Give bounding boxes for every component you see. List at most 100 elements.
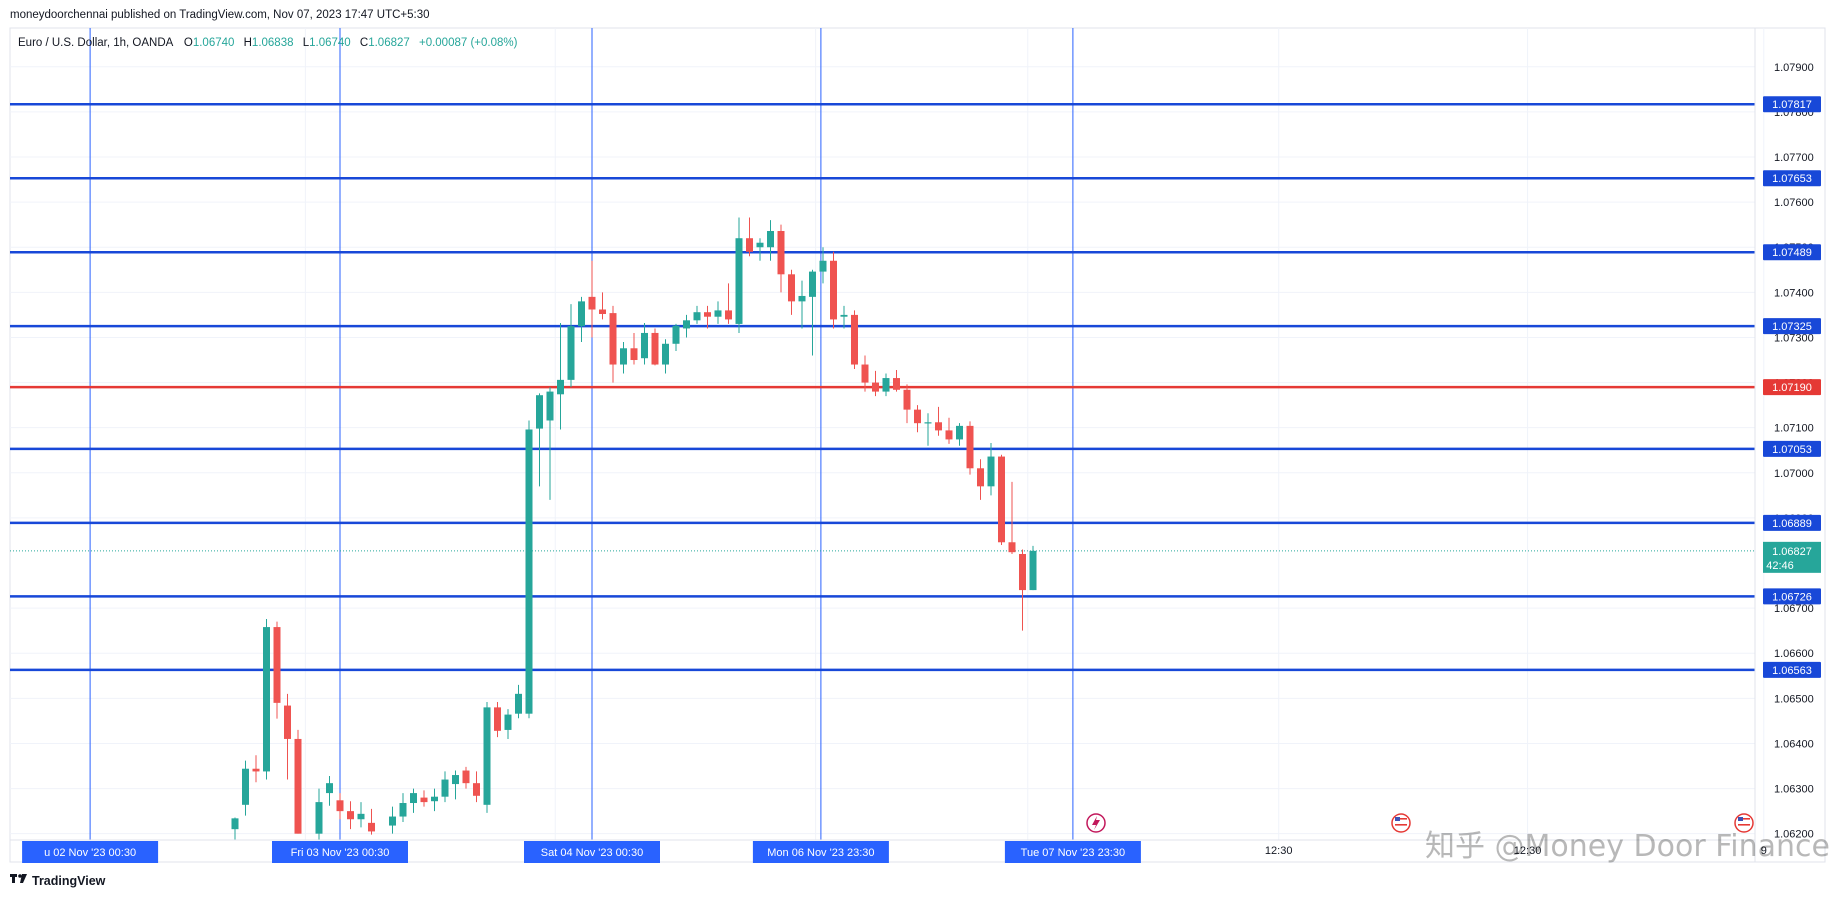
level-badge[interactable] <box>1763 318 1821 335</box>
tradingview-logo[interactable]: TradingView <box>10 874 106 888</box>
candle-body <box>399 803 407 817</box>
candle-body <box>284 705 291 739</box>
us-flag-ring <box>1391 813 1411 833</box>
candle-body <box>546 391 554 421</box>
price-tick-label: 1.06200 <box>1774 829 1814 841</box>
event-bolt-glyph <box>1092 816 1100 830</box>
chart-frame <box>9 27 1826 863</box>
level-badge[interactable] <box>1763 244 1821 261</box>
candle-body <box>1019 553 1026 591</box>
legend-symbol: Euro / U.S. Dollar, 1h, OANDA <box>18 37 174 49</box>
published-text: moneydoorchennai published on TradingVie… <box>10 9 430 21</box>
candles <box>231 217 1037 840</box>
watermark-text: 知乎 @Money Door Finance <box>1425 829 1830 864</box>
candle-body <box>431 796 438 802</box>
legend-change: +0.00087 (+0.08%) <box>419 37 518 49</box>
time-marker-label: Mon 06 Nov '23 23:30 <box>767 847 874 859</box>
candle-body <box>578 301 585 327</box>
time-marker-badge[interactable] <box>524 841 660 863</box>
candle-body <box>998 456 1005 543</box>
time-tick-label: 12:30 <box>1265 845 1293 857</box>
candle-body <box>273 627 281 703</box>
price-tick-label: 1.07400 <box>1774 287 1814 299</box>
price-tick-label: 1.07900 <box>1774 62 1814 74</box>
level-badge[interactable] <box>1763 514 1821 531</box>
candle-body <box>767 231 774 248</box>
level-badge[interactable] <box>1763 440 1821 457</box>
us-flag-stripe <box>1395 818 1407 820</box>
level-badge[interactable] <box>1763 170 1821 187</box>
candle-body <box>809 271 816 297</box>
candle-body <box>651 332 659 365</box>
candle-body <box>326 783 333 794</box>
level-badge[interactable] <box>1763 588 1821 605</box>
time-marker-badge[interactable] <box>752 841 889 863</box>
tradingview-brand-text: TradingView <box>32 874 106 888</box>
time-tick-label: 9 <box>1761 845 1767 857</box>
candle-body <box>840 314 848 317</box>
price-axis[interactable]: 1.079001.078001.077001.076001.075001.074… <box>1754 28 1821 862</box>
candle-body <box>882 378 890 392</box>
candle-body <box>966 425 974 469</box>
candle-body <box>462 770 470 784</box>
level-badge-label: 1.06563 <box>1772 665 1812 677</box>
level-badge[interactable] <box>1763 661 1821 678</box>
price-tick-label: 1.06300 <box>1774 784 1814 796</box>
candle-body <box>756 242 764 248</box>
candle-body <box>525 429 533 714</box>
us-flag-canton <box>1395 817 1400 821</box>
candle-body <box>914 409 921 424</box>
price-tick-label: 1.06500 <box>1774 693 1814 705</box>
candle-body <box>567 326 575 380</box>
price-tick-label: 1.06700 <box>1774 603 1814 615</box>
candle-body <box>851 314 858 365</box>
legend-o-value: 1.06740 <box>193 37 235 49</box>
level-badge-label: 1.07489 <box>1772 247 1812 259</box>
candle-body <box>452 775 459 785</box>
candle-body <box>662 343 669 365</box>
price-tick-label: 1.07700 <box>1774 152 1814 164</box>
last-price-badge[interactable] <box>1763 541 1821 573</box>
time-marker-badge[interactable] <box>1004 841 1141 863</box>
candle-body <box>599 309 606 315</box>
candle-body <box>945 430 953 440</box>
candle-body <box>956 425 963 440</box>
time-marker-lines <box>89 28 1074 840</box>
candle-body <box>252 768 260 772</box>
time-marker-badge[interactable] <box>272 841 408 863</box>
candle-body <box>693 312 701 321</box>
candle-body <box>357 813 365 820</box>
price-tick-label: 1.07100 <box>1774 423 1814 435</box>
candle-body <box>1008 542 1016 553</box>
level-badge-label: 1.06889 <box>1772 518 1812 530</box>
level-badge[interactable] <box>1763 379 1821 396</box>
candle-body <box>557 379 564 395</box>
candle-body <box>630 348 638 361</box>
candle-body <box>935 422 942 431</box>
candle-body <box>725 310 732 320</box>
time-marker-badge[interactable] <box>22 841 159 863</box>
time-tick-label: 12:30 <box>1514 845 1542 857</box>
candle-body <box>924 422 932 424</box>
candle-body <box>861 364 869 383</box>
level-badge-label: 1.06726 <box>1772 591 1812 603</box>
legend-o-label: O <box>184 37 193 49</box>
level-badge[interactable] <box>1763 96 1821 113</box>
price-tick-label: 1.07300 <box>1774 332 1814 344</box>
candle-body <box>830 260 837 320</box>
candle-body <box>231 818 239 830</box>
level-badge-label: 1.07190 <box>1772 382 1812 394</box>
candle-body <box>389 816 396 826</box>
us-flag-canton <box>1738 817 1743 821</box>
us-flag-stripe <box>1738 821 1750 823</box>
price-tick-label: 1.06400 <box>1774 738 1814 750</box>
candle-body <box>788 274 795 302</box>
candle-body <box>515 693 522 714</box>
candle-body <box>609 313 617 365</box>
candle-body <box>536 395 543 429</box>
bar-countdown: 42:46 <box>1766 560 1794 572</box>
candle-body <box>368 822 375 832</box>
time-marker-label: Fri 03 Nov '23 00:30 <box>291 847 390 859</box>
